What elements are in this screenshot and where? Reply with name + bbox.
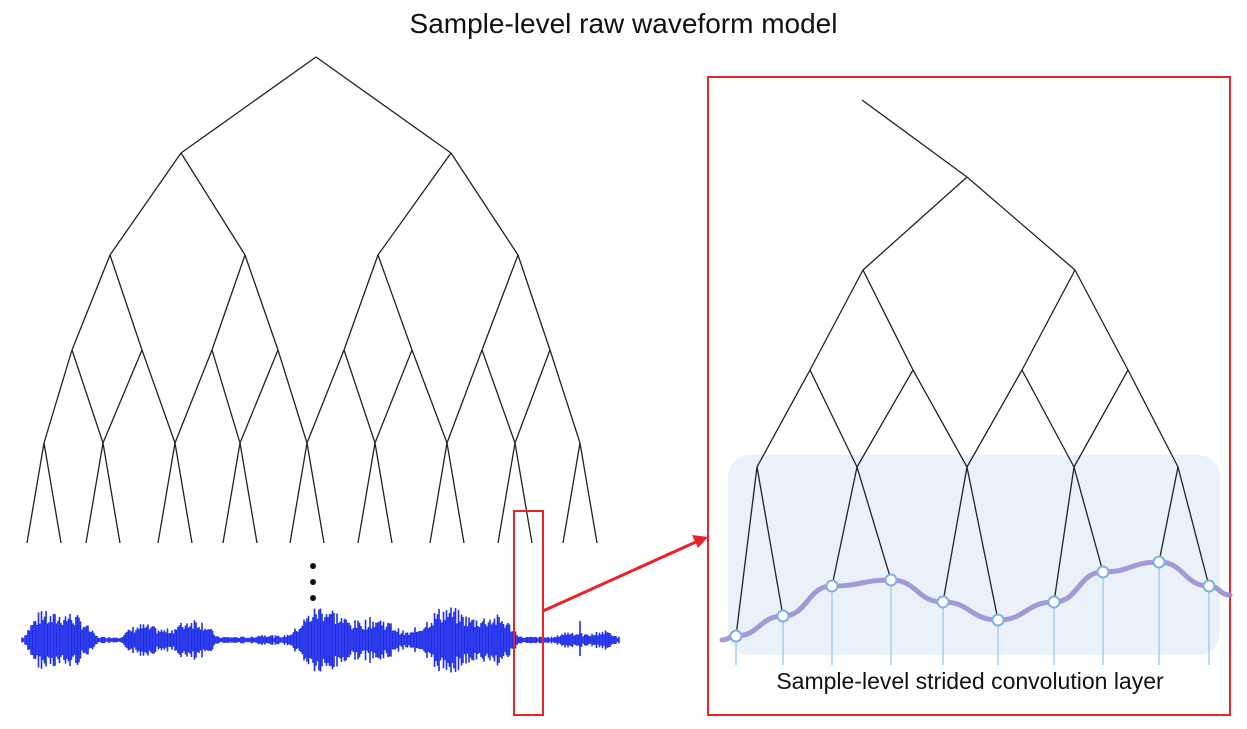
tree-edge <box>549 349 581 444</box>
sample-point <box>1096 565 1110 579</box>
tree-edge <box>1127 369 1179 468</box>
tree-edge <box>374 442 393 544</box>
tree-edge <box>411 349 448 444</box>
tree-edge <box>497 442 516 544</box>
tree-edge <box>514 442 533 544</box>
tree-edge <box>809 369 858 468</box>
tree-edge <box>912 369 968 468</box>
zoom-arrow-head <box>692 535 708 548</box>
tree-edge <box>514 349 551 444</box>
tree-edge <box>1074 269 1129 371</box>
tree-edge <box>1053 466 1075 603</box>
tree-edge <box>966 176 1076 271</box>
tree-edge <box>446 349 483 444</box>
tree-edge <box>85 442 104 544</box>
conv-layer-panel <box>728 455 1220 655</box>
raw-waveform <box>21 607 620 673</box>
tree-edge <box>735 466 758 637</box>
tree-edge <box>966 466 999 621</box>
tree-edge <box>277 349 308 444</box>
left-tree <box>26 56 598 544</box>
tree-edge <box>180 152 246 256</box>
tree-edge <box>157 442 176 544</box>
tree-edge <box>517 254 551 351</box>
tree-edge <box>481 254 519 351</box>
tree-edge <box>109 254 143 351</box>
tree-edge <box>43 442 62 544</box>
sample-point <box>825 579 839 593</box>
tree-edge <box>579 442 598 544</box>
tree-edge <box>211 349 241 444</box>
sample-point <box>1047 595 1061 609</box>
tree-edge <box>174 349 213 444</box>
tree-edge <box>211 254 246 351</box>
sample-point <box>884 573 898 587</box>
tree-edge <box>862 176 968 271</box>
sample-point <box>1152 555 1166 569</box>
tree-edge <box>562 442 581 544</box>
tree-edge <box>141 349 176 444</box>
tree-edge <box>244 254 279 351</box>
tree-edge <box>343 254 379 351</box>
ellipsis-dots <box>310 563 316 601</box>
tree-edge <box>306 349 345 444</box>
zoomed-tree <box>735 99 1210 637</box>
sample-stems <box>735 562 1210 665</box>
tree-edge <box>831 466 858 587</box>
tree-edge <box>109 152 182 256</box>
tree-edge <box>174 442 193 544</box>
tree-edge <box>1158 466 1179 563</box>
tree-edge <box>239 349 279 444</box>
tree-edge <box>343 349 376 444</box>
highlight-box <box>513 510 544 716</box>
sample-point <box>1202 579 1216 593</box>
tree-edge <box>966 369 1023 468</box>
tree-edge <box>1021 269 1076 371</box>
sample-point <box>936 595 950 609</box>
tree-edge <box>1073 466 1104 573</box>
tree-edge <box>1177 466 1210 587</box>
tree-edge <box>429 442 448 544</box>
tree-edge <box>861 99 968 178</box>
diagram-title: Sample-level raw waveform model <box>409 8 838 39</box>
tree-edge <box>377 152 452 256</box>
tree-edge <box>450 152 519 256</box>
tree-edge <box>856 369 914 468</box>
sample-points <box>729 555 1216 643</box>
tree-edge <box>26 442 45 544</box>
zoom-arrow <box>542 539 699 613</box>
tree-edge <box>239 442 258 544</box>
tree-edge <box>315 56 452 154</box>
sample-point <box>729 629 743 643</box>
tree-edge <box>756 466 784 617</box>
tree-edge <box>180 56 317 154</box>
tree-edge <box>289 442 308 544</box>
tree-edge <box>43 349 73 444</box>
tree-edge <box>1021 369 1075 468</box>
tree-edge <box>374 349 413 444</box>
tree-edge <box>222 442 241 544</box>
tree-edge <box>71 254 111 351</box>
tree-edge <box>756 369 811 468</box>
tree-edge <box>102 442 121 544</box>
tree-edge <box>862 269 914 371</box>
tree-edge <box>446 442 465 544</box>
conv-layer-label: Sample-level strided convolution layer <box>776 668 1164 694</box>
tree-edge <box>102 349 143 444</box>
tree-edge <box>306 442 325 544</box>
tree-edge <box>1073 369 1129 468</box>
sample-point <box>776 609 790 623</box>
tree-edge <box>856 466 892 581</box>
tree-edge <box>71 349 104 444</box>
tree-edge <box>481 349 516 444</box>
tree-edge <box>809 269 864 371</box>
tree-edge <box>377 254 413 351</box>
sample-point <box>991 613 1005 627</box>
tree-edge <box>357 442 376 544</box>
tree-edge <box>942 466 968 603</box>
